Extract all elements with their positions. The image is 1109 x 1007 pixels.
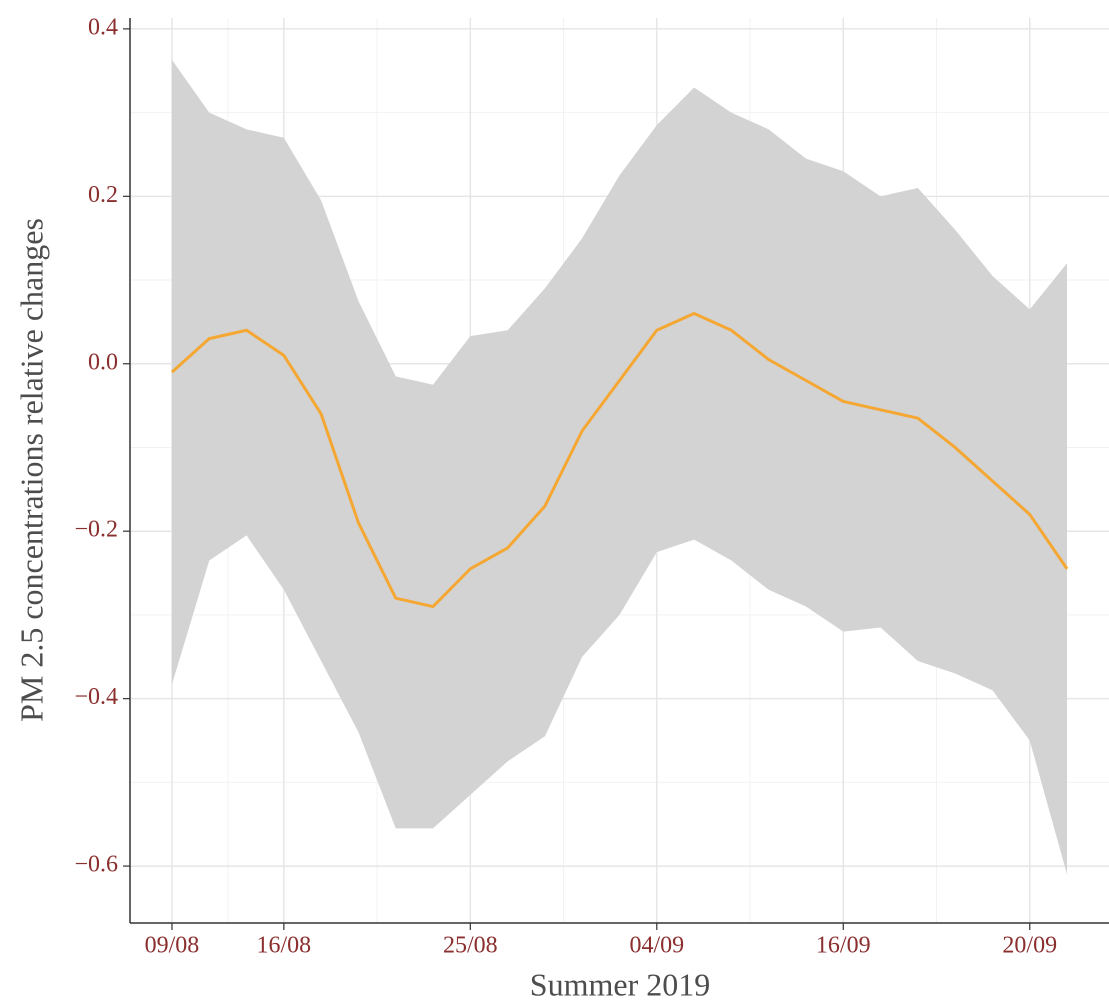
x-tick-label: 16/09 xyxy=(816,933,871,959)
line xyxy=(170,312,1069,609)
confidence-band xyxy=(171,59,1068,875)
x-axis-title: Summer 2019 xyxy=(530,966,710,1002)
y-tick-label: 0.4 xyxy=(88,14,118,40)
y-tick-label: −0.6 xyxy=(74,852,118,878)
x-tick-label: 04/09 xyxy=(629,933,684,959)
x-tick-label: 25/08 xyxy=(443,933,498,959)
x-tick-label: 09/08 xyxy=(145,933,200,959)
y-tick-label: 0.2 xyxy=(88,182,118,208)
x-tick-label: 20/09 xyxy=(1002,933,1057,959)
x-tick-label: 16/08 xyxy=(257,933,312,959)
y-tick-label: −0.2 xyxy=(74,517,118,543)
y-tick-label: 0.0 xyxy=(88,349,118,375)
y-tick-label: −0.4 xyxy=(74,684,118,710)
y-axis-title: PM 2.5 concentrations relative changes xyxy=(13,218,49,722)
